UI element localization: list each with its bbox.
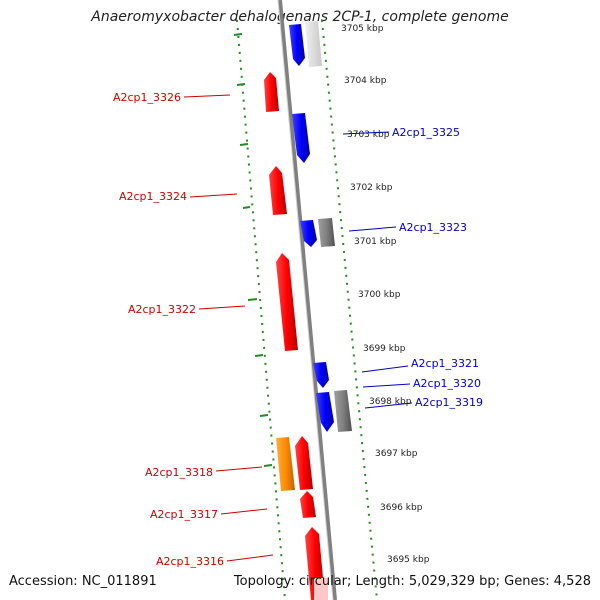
reverse-gene-labels: A2cp1_3325 A2cp1_3323 A2cp1_3321 A2cp1_3…: [342, 126, 483, 409]
gene-label[interactable]: A2cp1_3316: [156, 555, 224, 568]
rna-feature: [305, 21, 322, 67]
kbp-tick-label: 3703 kbp: [347, 130, 390, 140]
gc-track-right: [321, 19, 378, 600]
gene-label[interactable]: A2cp1_3325: [392, 126, 460, 139]
gene-label[interactable]: A2cp1_3317: [150, 508, 218, 521]
kbp-tick-label: 3701 kbp: [354, 237, 397, 247]
gc-track-left: [236, 19, 286, 600]
rev-cds-feature: [313, 362, 329, 388]
kbp-tick-label: 3695 kbp: [387, 555, 430, 565]
genome-backbone: [278, 0, 337, 600]
fwd-cds-feature: [300, 491, 316, 518]
rev-cds-feature: [316, 392, 334, 432]
kbp-tick-label: 3700 kbp: [358, 290, 401, 300]
map-title: Anaeromyxobacter dehalogenans 2CP-1, com…: [91, 9, 509, 25]
rev-cds-feature: [300, 220, 317, 247]
fwd-cds-feature: [264, 72, 279, 112]
gene-label[interactable]: A2cp1_3321: [411, 357, 479, 370]
fwd-cds-feature: [269, 166, 287, 215]
kbp-scale: 3705 kbp 3704 kbp 3703 kbp 3702 kbp 3701…: [341, 24, 430, 565]
gene-label[interactable]: A2cp1_3323: [399, 221, 467, 234]
other-feature: [276, 437, 295, 491]
rna-feature: [334, 390, 352, 432]
gene-label[interactable]: A2cp1_3322: [128, 303, 196, 316]
fwd-cds-feature: [276, 253, 298, 351]
rev-cds-feature: [289, 24, 305, 66]
gene-label[interactable]: A2cp1_3320: [413, 377, 481, 390]
genome-info-label: Topology: circular; Length: 5,029,329 bp…: [233, 574, 591, 589]
gc-content-ticks: [233, 33, 273, 467]
forward-strand-features: [264, 72, 328, 600]
kbp-tick-label: 3697 kbp: [375, 449, 418, 459]
reverse-strand-features: [289, 21, 352, 432]
gene-label[interactable]: A2cp1_3319: [415, 396, 483, 409]
kbp-tick-label: 3705 kbp: [341, 24, 384, 34]
forward-gene-labels: A2cp1_3326 A2cp1_3324 A2cp1_3322 A2cp1_3…: [113, 91, 274, 568]
fwd-cds-feature: [295, 436, 313, 490]
kbp-tick-label: 3699 kbp: [363, 344, 406, 354]
kbp-tick-label: 3698 kbp: [369, 397, 412, 407]
rna-feature: [318, 218, 335, 247]
gene-label[interactable]: A2cp1_3318: [145, 466, 213, 479]
kbp-tick-label: 3696 kbp: [380, 503, 423, 513]
kbp-tick-label: 3704 kbp: [344, 76, 387, 86]
gene-label[interactable]: A2cp1_3324: [119, 190, 187, 203]
accession-label: Accession: NC_011891: [9, 574, 157, 589]
gene-label[interactable]: A2cp1_3326: [113, 91, 181, 104]
rev-cds-feature: [292, 113, 310, 163]
kbp-tick-label: 3702 kbp: [350, 183, 393, 193]
